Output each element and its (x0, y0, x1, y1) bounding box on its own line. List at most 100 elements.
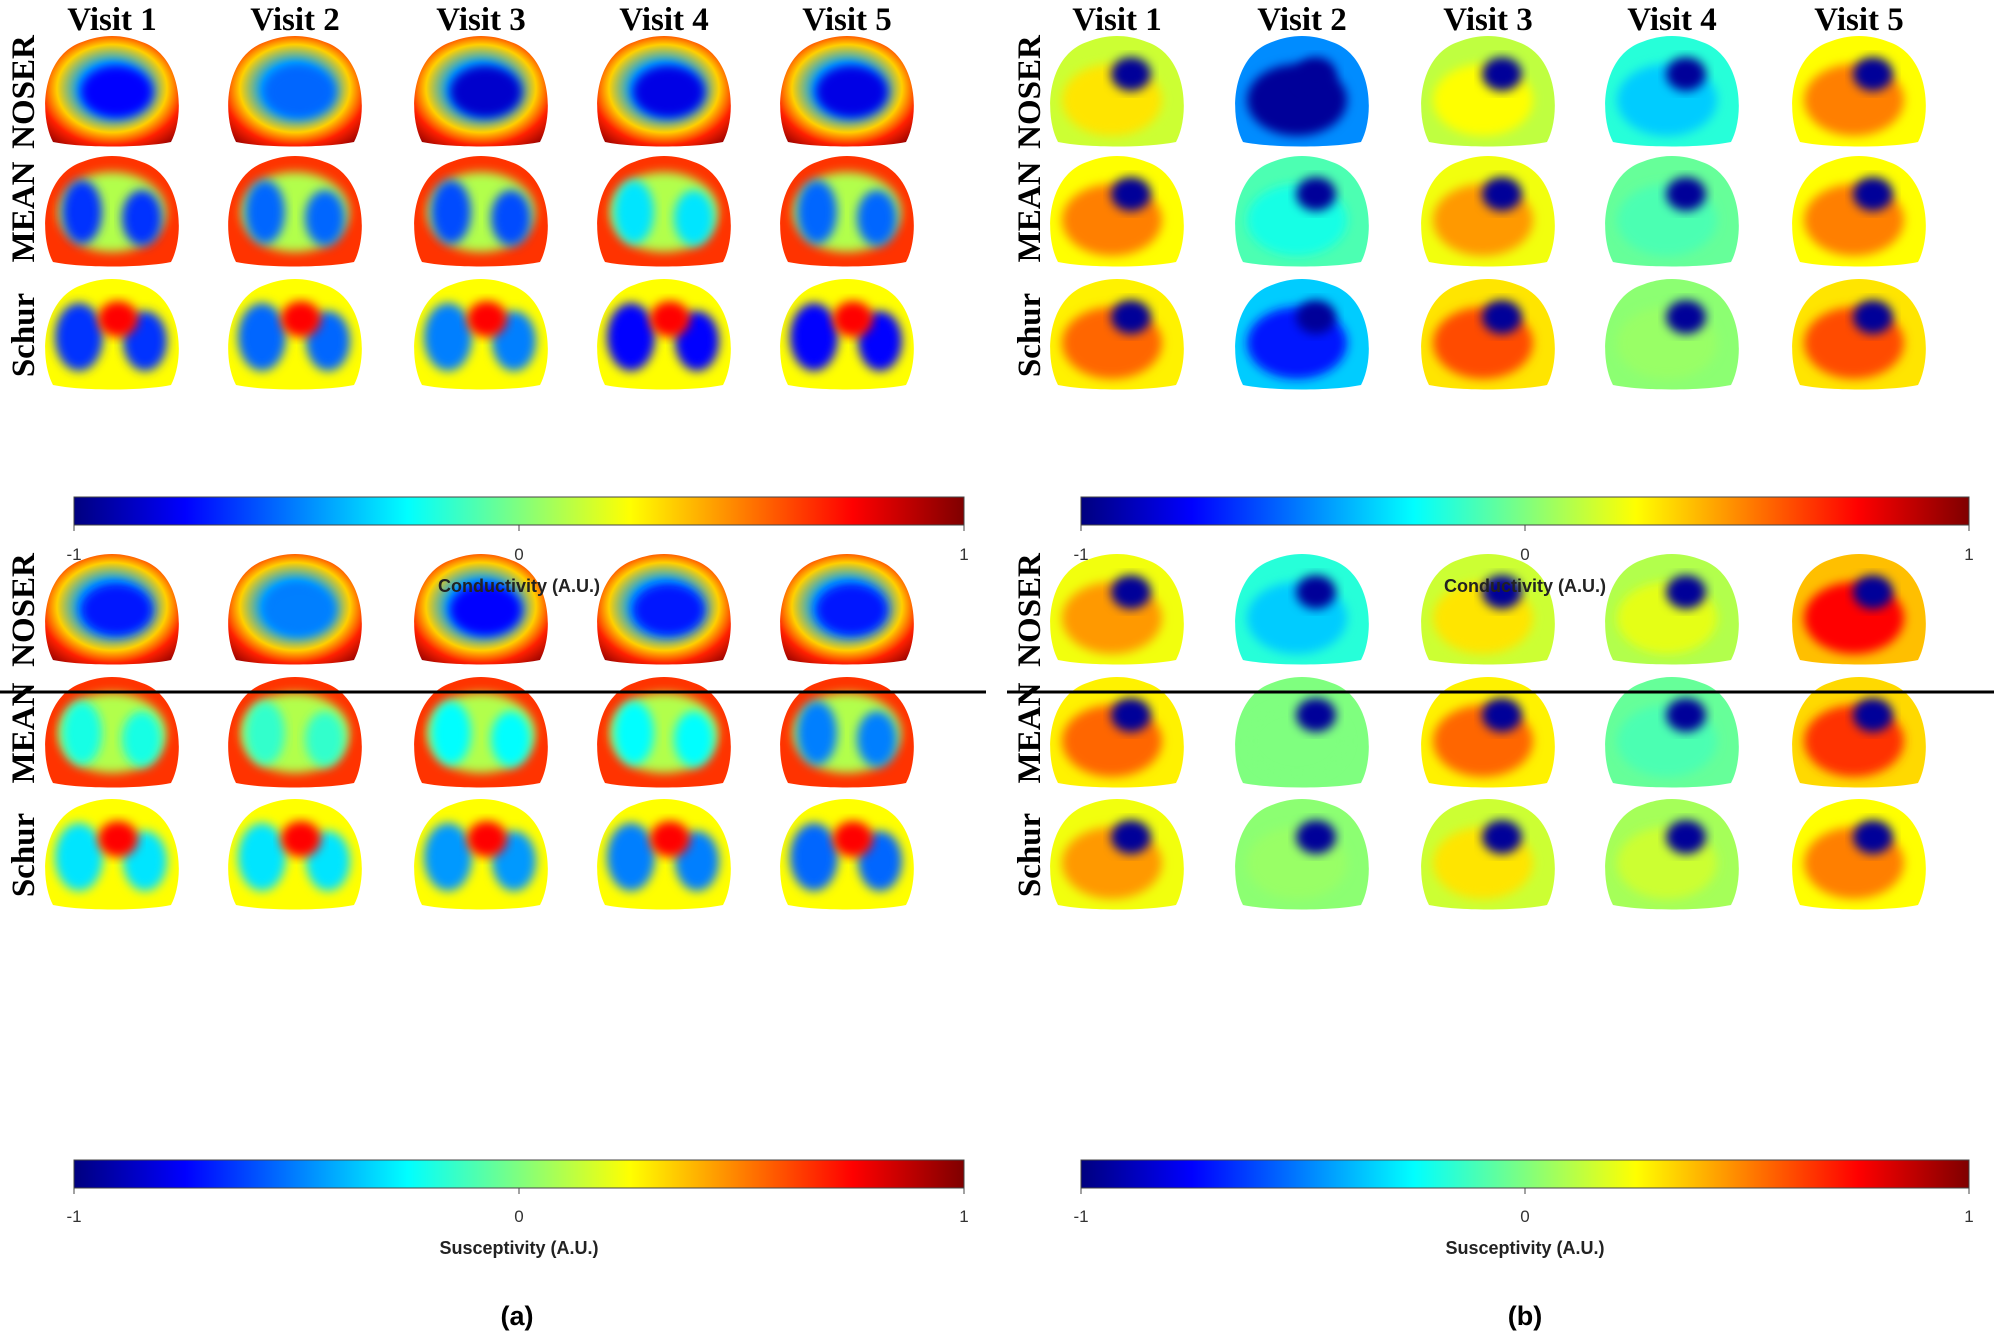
colorbar-tick-label: 1 (1964, 1207, 1973, 1226)
visit-header-b-3: Visit 3 (1443, 2, 1533, 38)
visit-header-a-1: Visit 1 (67, 2, 157, 38)
eit-image-a-noser-visit-5 (780, 554, 914, 665)
row-label-mean-top-b: MEAN (1012, 161, 1048, 262)
colorbar-b-top (1080, 496, 1970, 526)
eit-image-a-schur-visit-5 (780, 799, 914, 910)
colorbar-tick-label: -1 (66, 1207, 81, 1226)
eit-image-b-noser-visit-4 (1605, 36, 1739, 147)
row-label-noser-top-a: NOSER (6, 34, 42, 149)
colorbar-label-a-top: Conductivity (A.U.) (438, 576, 600, 596)
eit-image-b-mean-visit-3 (1421, 156, 1555, 267)
eit-image-a-schur-visit-3 (414, 279, 548, 390)
eit-image-a-mean-visit-3 (414, 677, 548, 788)
colorbar-tick-label: 0 (1520, 1207, 1529, 1226)
row-label-mean-bottom-b: MEAN (1012, 682, 1048, 783)
eit-image-b-mean-visit-5 (1792, 156, 1926, 267)
row-label-noser-bottom-a: NOSER (6, 552, 42, 667)
eit-image-a-mean-visit-3 (414, 156, 548, 267)
eit-image-b-schur-visit-5 (1792, 799, 1926, 910)
eit-image-a-schur-visit-1 (45, 799, 179, 910)
eit-image-b-mean-visit-4 (1605, 156, 1739, 267)
eit-image-a-mean-visit-4 (597, 677, 731, 788)
eit-image-b-noser-visit-3 (1421, 554, 1555, 665)
eit-image-b-mean-visit-1 (1050, 677, 1184, 788)
colorbar-b-bottom (1080, 1159, 1970, 1189)
visit-header-b-2: Visit 2 (1257, 2, 1347, 38)
colorbar-label-b-top: Conductivity (A.U.) (1444, 576, 1606, 596)
eit-image-a-noser-visit-2 (228, 554, 362, 665)
eit-image-a-noser-visit-3 (414, 36, 548, 147)
panel-label-a: (a) (501, 1301, 534, 1331)
colorbar-label-a-bottom: Susceptivity (A.U.) (439, 1238, 598, 1258)
row-label-noser-bottom-b: NOSER (1012, 552, 1048, 667)
eit-image-a-noser-visit-5 (780, 36, 914, 147)
eit-image-a-schur-visit-2 (228, 279, 362, 390)
eit-image-b-noser-visit-2 (1235, 554, 1369, 665)
colorbar-a-bottom (73, 1159, 965, 1189)
colorbar-tick-label: 1 (959, 1207, 968, 1226)
eit-image-b-noser-visit-1 (1050, 36, 1184, 147)
eit-image-a-schur-visit-4 (597, 279, 731, 390)
eit-image-a-noser-visit-1 (45, 554, 179, 665)
eit-image-a-mean-visit-2 (228, 677, 362, 788)
colorbar-tick-label: -1 (1073, 545, 1088, 564)
eit-image-a-noser-visit-4 (597, 554, 731, 665)
eit-image-a-schur-visit-2 (228, 799, 362, 910)
panel-label-b: (b) (1508, 1301, 1542, 1331)
visit-header-a-2: Visit 2 (250, 2, 340, 38)
eit-image-a-mean-visit-2 (228, 156, 362, 267)
visit-header-b-5: Visit 5 (1814, 2, 1904, 38)
eit-image-b-schur-visit-5 (1792, 279, 1926, 390)
colorbar-tick-label: 0 (1520, 545, 1529, 564)
row-label-noser-top-b: NOSER (1012, 34, 1048, 149)
eit-image-a-noser-visit-2 (228, 36, 362, 147)
row-label-schur-top-b: Schur (1012, 293, 1048, 377)
eit-image-b-noser-visit-2 (1235, 36, 1369, 147)
colorbar-tick-label: -1 (1073, 1207, 1088, 1226)
eit-image-b-schur-visit-1 (1050, 279, 1184, 390)
colorbar-tick-label: -1 (66, 545, 81, 564)
colorbar-label-b-bottom: Susceptivity (A.U.) (1445, 1238, 1604, 1258)
row-label-schur-top-a: Schur (6, 293, 42, 377)
eit-image-b-noser-visit-1 (1050, 554, 1184, 665)
visit-header-b-4: Visit 4 (1627, 2, 1717, 38)
eit-image-a-mean-visit-1 (45, 156, 179, 267)
eit-image-b-noser-visit-5 (1792, 554, 1926, 665)
eit-image-b-noser-visit-3 (1421, 36, 1555, 147)
eit-image-a-mean-visit-5 (780, 156, 914, 267)
eit-image-a-mean-visit-5 (780, 677, 914, 788)
eit-image-b-mean-visit-5 (1792, 677, 1926, 788)
eit-image-a-noser-visit-1 (45, 36, 179, 147)
row-label-mean-top-a: MEAN (6, 161, 42, 262)
eit-image-a-schur-visit-5 (780, 279, 914, 390)
eit-image-a-schur-visit-3 (414, 799, 548, 910)
eit-image-b-schur-visit-4 (1605, 799, 1739, 910)
eit-image-b-mean-visit-4 (1605, 677, 1739, 788)
colorbar-tick-label: 0 (514, 1207, 523, 1226)
visit-header-a-5: Visit 5 (802, 2, 892, 38)
row-label-schur-bottom-b: Schur (1012, 813, 1048, 897)
row-label-mean-bottom-a: MEAN (6, 682, 42, 783)
row-label-schur-bottom-a: Schur (6, 813, 42, 897)
visit-header-a-4: Visit 4 (619, 2, 709, 38)
eit-image-b-schur-visit-1 (1050, 799, 1184, 910)
eit-image-a-noser-visit-4 (597, 36, 731, 147)
visit-header-a-3: Visit 3 (436, 2, 526, 38)
eit-image-a-noser-visit-3 (414, 554, 548, 665)
eit-image-b-schur-visit-2 (1235, 279, 1369, 390)
eit-image-b-mean-visit-3 (1421, 677, 1555, 788)
eit-image-b-mean-visit-2 (1235, 677, 1369, 788)
eit-image-b-mean-visit-2 (1235, 156, 1369, 267)
eit-image-b-noser-visit-4 (1605, 554, 1739, 665)
eit-image-a-schur-visit-4 (597, 799, 731, 910)
eit-image-b-schur-visit-2 (1235, 799, 1369, 910)
visit-header-b-1: Visit 1 (1072, 2, 1162, 38)
eit-image-b-schur-visit-3 (1421, 279, 1555, 390)
eit-image-b-mean-visit-1 (1050, 156, 1184, 267)
eit-image-b-schur-visit-3 (1421, 799, 1555, 910)
eit-image-a-schur-visit-1 (45, 279, 179, 390)
colorbar-tick-label: 1 (1964, 545, 1973, 564)
colorbar-a-top (73, 496, 965, 526)
eit-image-a-mean-visit-1 (45, 677, 179, 788)
